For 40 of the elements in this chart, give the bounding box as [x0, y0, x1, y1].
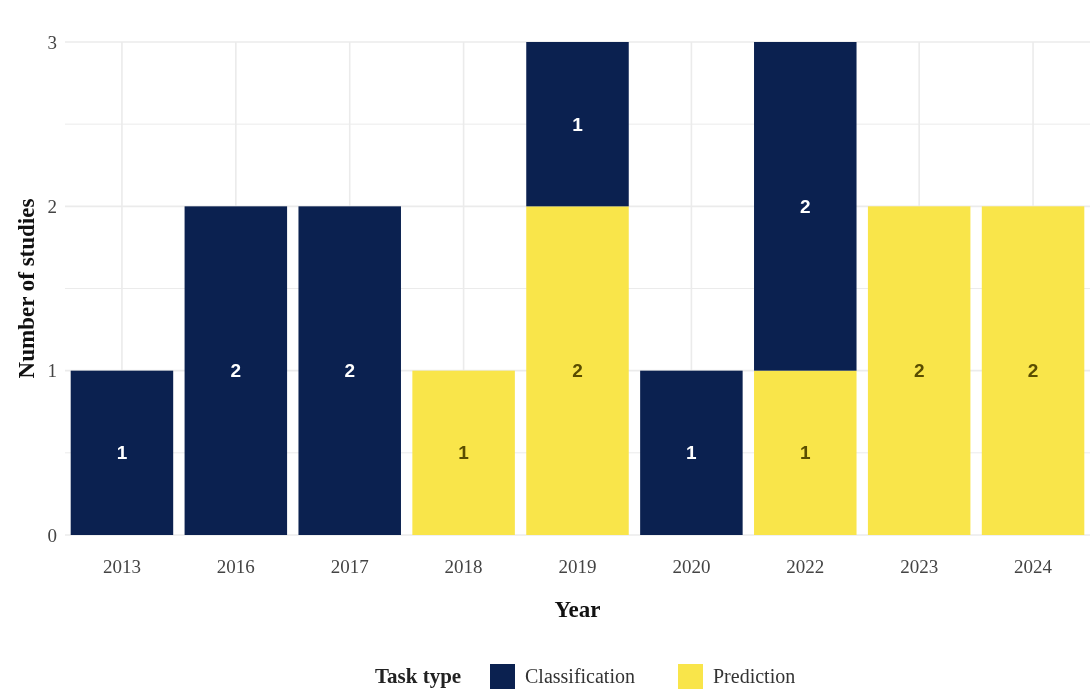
bar	[526, 206, 629, 535]
x-tick-label: 2017	[330, 556, 369, 577]
data-label: 1	[572, 113, 584, 135]
legend-label: Prediction	[713, 665, 796, 687]
data-label: 2	[344, 360, 356, 382]
legend-title: Task type	[375, 664, 462, 688]
data-label: 2	[799, 195, 811, 217]
x-tick-label: 2024	[1014, 556, 1053, 577]
x-tick-label: 2020	[672, 556, 711, 577]
bar	[640, 370, 743, 535]
data-label: 1	[458, 442, 470, 464]
bar	[298, 206, 401, 535]
bar	[412, 370, 515, 535]
data-label: 2	[572, 360, 583, 382]
y-tick-label: 3	[47, 31, 57, 53]
x-tick-label: 2022	[786, 556, 825, 577]
legend-label: Classification	[525, 665, 635, 687]
y-axis-title: Number of studies	[14, 198, 39, 379]
x-tick-label: 2016	[216, 556, 255, 577]
bar	[526, 42, 629, 207]
bar	[754, 370, 857, 535]
bar	[867, 206, 971, 535]
x-tick-label: 2018	[444, 556, 483, 577]
y-tick-label: 0	[47, 524, 57, 546]
data-label: 1	[116, 442, 128, 464]
x-tick-label: 2023	[900, 556, 939, 577]
x-axis-title: Year	[554, 597, 601, 622]
data-label: 2	[913, 360, 925, 382]
bar	[184, 206, 288, 535]
bar	[981, 206, 1085, 535]
data-label: 2	[1027, 360, 1039, 382]
bar	[70, 370, 174, 535]
y-tick-label: 2	[47, 195, 57, 217]
bar	[754, 42, 857, 371]
x-tick-label: 2013	[102, 556, 141, 577]
y-tick-label: 1	[47, 360, 57, 382]
data-label: 1	[686, 442, 698, 464]
x-tick-label: 2019	[558, 556, 597, 577]
data-label: 1	[799, 442, 811, 464]
data-label: 2	[230, 360, 242, 382]
